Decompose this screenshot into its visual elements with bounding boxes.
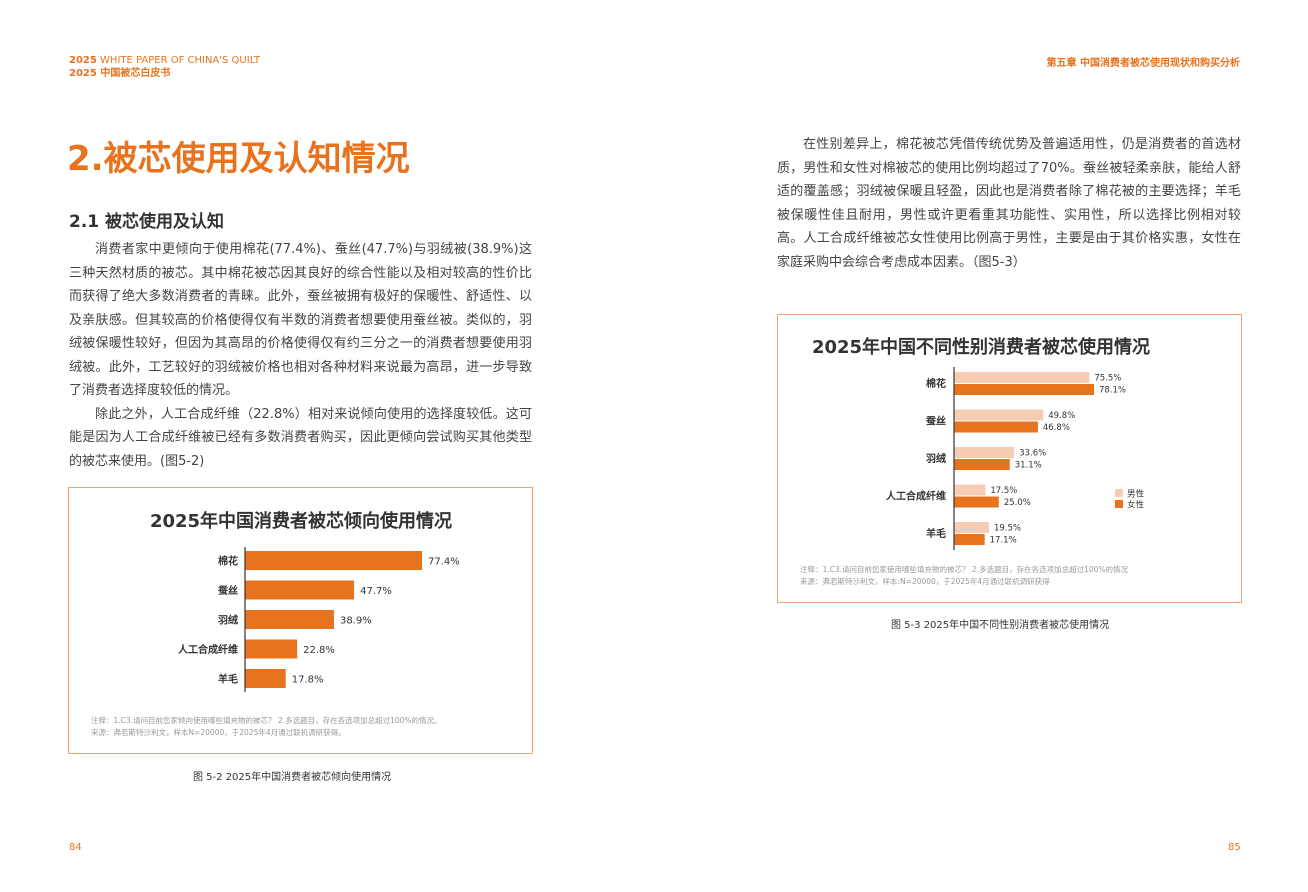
bar-male (954, 372, 1090, 383)
data-label: 78.1% (1099, 386, 1126, 396)
category-label: 蚕丝 (925, 415, 946, 428)
data-label: 47.7% (360, 586, 392, 597)
data-label: 75.5% (1094, 374, 1121, 384)
data-label: 17.8% (292, 675, 324, 686)
data-label: 49.8% (1048, 411, 1075, 421)
figure-caption-5-2: 图 5-2 2025年中国消费者被芯倾向使用情况 (193, 772, 392, 783)
chart-note-line: 注释：1.C3.请问目前您家使用哪些填充物的被芯？ 2.多选题目，存在各选项加总… (800, 565, 1129, 574)
data-label: 22.8% (303, 645, 335, 656)
left-body-text: 消费者家中更倾向于使用棉花(77.4%)、蚕丝(47.7%)与羽绒被(38.9%… (69, 238, 532, 473)
bar-male (954, 484, 986, 496)
bar (245, 639, 298, 659)
data-label: 77.4% (428, 557, 460, 568)
category-label: 羽绒 (218, 614, 238, 627)
data-label: 31.1% (1015, 461, 1042, 471)
chart-title: 2025年中国不同性别消费者被芯使用情况 (812, 336, 1150, 358)
legend-label: 男性 (1127, 489, 1145, 500)
bar-male (954, 409, 1044, 421)
bar-female (954, 384, 1094, 395)
figure-caption-5-3: 图 5-3 2025年中国不同性别消费者被芯使用情况 (891, 620, 1110, 631)
bar-female (954, 496, 999, 508)
category-label: 棉花 (218, 555, 238, 568)
data-label: 17.1% (990, 536, 1017, 546)
bar-male (954, 522, 989, 533)
section-title: 2.1 被芯使用及认知 (69, 212, 225, 232)
chapter-title: 2.被芯使用及认知情况 (67, 139, 410, 179)
bar (245, 551, 422, 570)
data-label: 25.0% (1004, 498, 1031, 508)
chart-box-1: 2025年中国消费者被芯倾向使用情况棉花 77.4% 蚕丝 47.7% 羽绒 38.9% 人… (68, 487, 533, 754)
category-label: 羊毛 (926, 527, 946, 540)
paragraph: 除此之外，人工合成纤维（22.8%）相对来说倾向使用的选择度较低。这可能是因为人… (69, 406, 532, 469)
chart-source-line: 来源：弗若斯特沙利文，样本:N=20000，于2025年4月通过联机调研获得 (800, 577, 1050, 586)
bar-female (954, 459, 1010, 470)
chart-note: 注释：1.C3.请问目前您家倾向使用哪些填充物的被芯？ 2.多选题目，存在各选项… (91, 715, 442, 739)
paragraph: 在性别差异上，棉花被芯凭借传统优势及普遍适用性，仍是消费者的首选材质，男性和女性… (777, 137, 1241, 270)
bar (245, 580, 355, 600)
category-label: 羽绒 (926, 452, 946, 465)
header-english-title: WHITE PAPER OF CHINA'S QUILT (100, 55, 260, 66)
header-year: 2025 (69, 55, 97, 66)
bar-female (954, 534, 985, 545)
data-label: 46.8% (1043, 423, 1070, 433)
data-label: 19.5% (994, 524, 1021, 534)
running-header-left: 2025 WHITE PAPER OF CHINA'S QUILT 2025 中… (69, 54, 260, 80)
category-label: 人工合成纤维 (178, 643, 238, 656)
chart-title: 2025年中国消费者被芯倾向使用情况 (150, 510, 452, 532)
category-label: 人工合成纤维 (886, 490, 946, 503)
running-header-right: 第五章 中国消费者被芯使用现状和购买分析 (1046, 58, 1240, 69)
legend-swatch (1115, 489, 1123, 497)
page-number-right: 85 (1228, 842, 1241, 853)
right-body-text: 在性别差异上，棉花被芯凭借传统优势及普遍适用性，仍是消费者的首选材质，男性和女性… (777, 133, 1241, 274)
bar (245, 610, 334, 629)
data-label: 17.5% (990, 486, 1017, 496)
bar-female (954, 421, 1038, 433)
data-label: 38.9% (340, 616, 372, 627)
bar-male (954, 447, 1015, 458)
legend-swatch (1115, 500, 1123, 508)
chart-box-2: 2025年中国不同性别消费者被芯使用情况棉花 75.5% 78.1% 蚕丝 49.8% 4… (777, 314, 1242, 603)
data-label: 33.6% (1019, 449, 1046, 459)
category-label: 羊毛 (218, 673, 238, 686)
paragraph: 消费者家中更倾向于使用棉花(77.4%)、蚕丝(47.7%)与羽绒被(38.9%… (69, 242, 532, 398)
header-chinese-title: 2025 中国被芯白皮书 (69, 68, 171, 79)
chart-source-line: 来源：弗若斯特沙利文，样本N=20000，于2025年4月通过联机调研获得。 (91, 728, 346, 737)
chart-note: 注释：1.C3.请问目前您家使用哪些填充物的被芯？ 2.多选题目，存在各选项加总… (800, 564, 1128, 588)
chart-note-line: 注释：1.C3.请问目前您家倾向使用哪些填充物的被芯？ 2.多选题目，存在各选项… (91, 716, 442, 725)
category-label: 蚕丝 (217, 584, 238, 597)
legend-label: 女性 (1127, 500, 1145, 511)
bar (245, 669, 286, 688)
category-label: 棉花 (926, 377, 946, 390)
page-number-left: 84 (69, 842, 82, 853)
